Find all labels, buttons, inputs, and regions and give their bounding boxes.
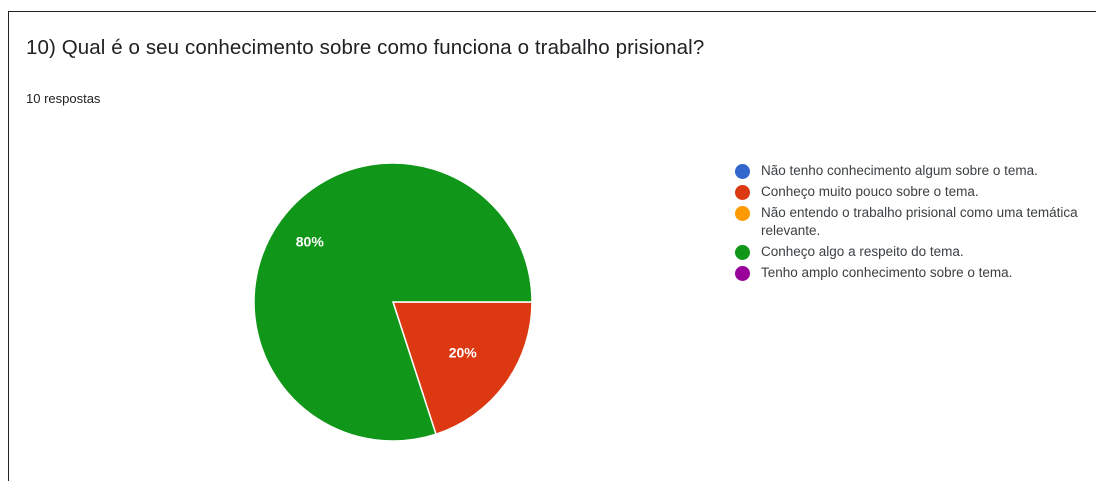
pie-slice — [391, 301, 533, 436]
question-title: 10) Qual é o seu conhecimento sobre como… — [26, 36, 705, 59]
legend-color-dot — [735, 245, 750, 260]
response-card — [8, 11, 1096, 481]
legend-color-dot — [735, 164, 750, 179]
chart-legend: Não tenho conhecimento algum sobre o tem… — [735, 162, 1095, 285]
pie-value-label: 80% — [296, 234, 325, 250]
legend-color-dot — [735, 185, 750, 200]
legend-color-dot — [735, 266, 750, 281]
legend-item: Tenho amplo conhecimento sobre o tema. — [735, 264, 1095, 282]
pie-value-label: 20% — [449, 345, 478, 361]
legend-color-dot — [735, 206, 750, 221]
response-count: 10 respostas — [26, 91, 101, 106]
legend-label: Não tenho conhecimento algum sobre o tem… — [761, 163, 1038, 178]
pie-slice — [253, 162, 533, 442]
legend-item: Conheço algo a respeito do tema. — [735, 243, 1095, 261]
legend-item: Conheço muito pouco sobre o tema. — [735, 183, 1095, 201]
legend-label: Tenho amplo conhecimento sobre o tema. — [761, 265, 1013, 280]
legend-label: Conheço algo a respeito do tema. — [761, 244, 964, 259]
pie-slices — [253, 162, 533, 442]
legend-label: Não entendo o trabalho prisional como um… — [761, 205, 1078, 238]
legend-label: Conheço muito pouco sobre o tema. — [761, 184, 979, 199]
pie-value-labels: 20% 80% — [296, 234, 478, 361]
legend-item: Não tenho conhecimento algum sobre o tem… — [735, 162, 1095, 180]
legend-item: Não entendo o trabalho prisional como um… — [735, 204, 1095, 240]
